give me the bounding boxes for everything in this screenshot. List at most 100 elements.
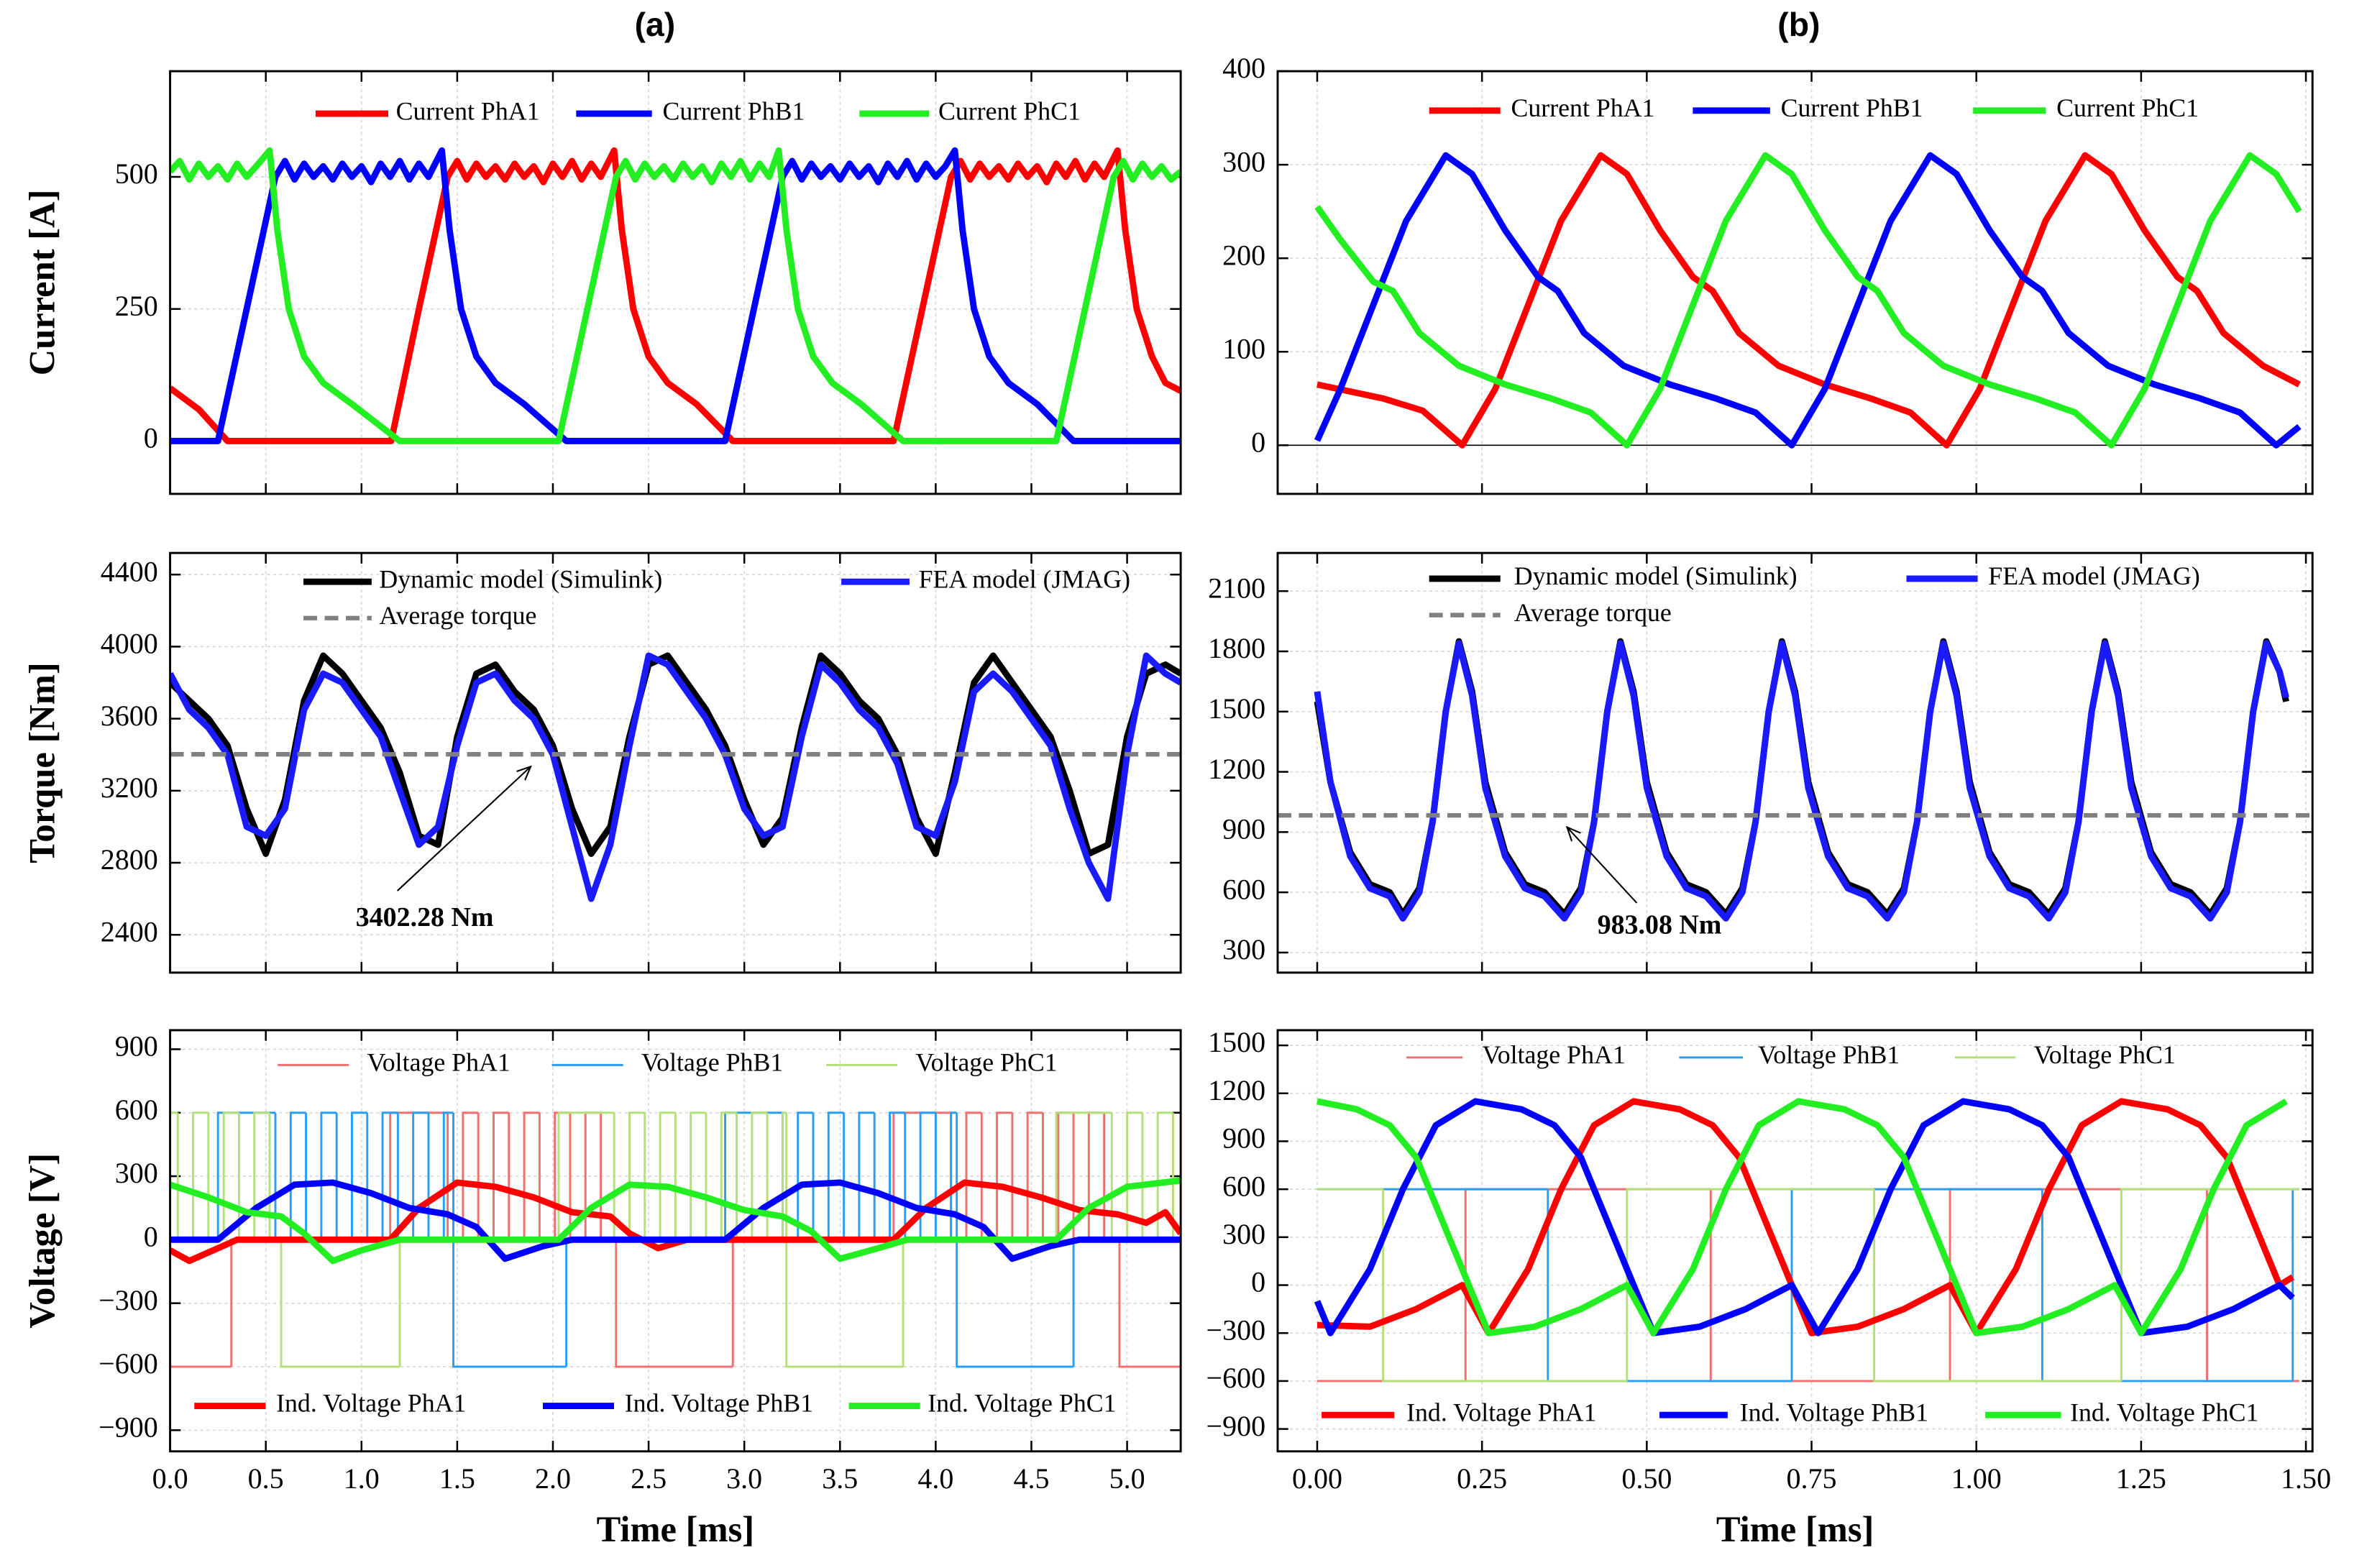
y-tick-label: 200 xyxy=(1222,239,1265,271)
y-tick-label: 2800 xyxy=(101,843,158,876)
step-segment xyxy=(628,1111,645,1240)
step-segment xyxy=(766,1112,783,1241)
y-tick-label: 300 xyxy=(1222,145,1265,178)
line-series xyxy=(170,1177,1181,1265)
plot-frame xyxy=(169,551,1182,974)
legend-label: Average torque xyxy=(379,601,536,630)
legend-label: Current PhB1 xyxy=(662,96,805,125)
legend-label: Voltage PhB1 xyxy=(641,1048,783,1077)
step-segment xyxy=(335,1112,352,1241)
plot-area xyxy=(1277,638,2313,922)
annotation-arrow xyxy=(396,766,531,891)
step-segment xyxy=(827,1111,844,1240)
legend-label: Current PhB1 xyxy=(1781,93,1923,122)
x-tick-label: 1.25 xyxy=(2116,1462,2166,1495)
line-series xyxy=(1316,1098,2295,1337)
legend-label: Voltage PhC1 xyxy=(915,1048,1057,1077)
y-tick-label: 250 xyxy=(115,290,158,322)
x-tick-label: 1.50 xyxy=(2281,1462,2331,1495)
step-segment xyxy=(1126,1111,1143,1240)
step-segment xyxy=(674,1112,691,1241)
legend-label: Current PhA1 xyxy=(396,96,540,125)
step-segment xyxy=(557,1111,615,1240)
annotation-arrow xyxy=(1567,827,1638,904)
step-segment xyxy=(192,1111,209,1240)
y-axis-label: Voltage [V] xyxy=(22,1153,62,1329)
y-tick-label: 1500 xyxy=(1208,692,1265,725)
step-segment xyxy=(523,1111,540,1240)
step-segment xyxy=(965,1111,982,1240)
step-segment xyxy=(412,1111,429,1240)
step-segment xyxy=(492,1111,509,1240)
y-tick-label: 2100 xyxy=(1208,572,1265,604)
legend-label: Ind. Voltage PhC1 xyxy=(928,1389,1116,1418)
step-segment xyxy=(615,1239,733,1368)
step-segment xyxy=(1118,1239,1181,1368)
line-series xyxy=(170,652,1181,857)
step-segment xyxy=(1156,1111,1173,1240)
y-tick-label: 3600 xyxy=(101,700,158,732)
legend-label: Ind. Voltage PhA1 xyxy=(276,1389,466,1418)
legend-label: Ind. Voltage PhC1 xyxy=(2070,1398,2258,1426)
y-tick-label: −900 xyxy=(1206,1410,1266,1442)
y-tick-label: 0 xyxy=(144,422,158,454)
plot-frame xyxy=(1276,1029,2314,1453)
step-segment xyxy=(1626,1188,1874,1381)
panels: 0 250 500 Current PhA1 Current PhB1 Current P… xyxy=(22,6,2331,1549)
plot-area xyxy=(170,652,1181,902)
line-series xyxy=(1314,152,2302,449)
step-segment xyxy=(1055,1111,1112,1240)
y-tick-label: 1800 xyxy=(1208,632,1265,664)
step-segment xyxy=(351,1111,367,1240)
annotation: 3402.28 Nm xyxy=(356,902,494,932)
y-tick-label: 1200 xyxy=(1208,1074,1265,1106)
panel-title: (a) xyxy=(635,6,676,43)
plot-area xyxy=(1314,152,2302,449)
y-tick-label: −900 xyxy=(99,1411,158,1443)
legend-label: Ind. Voltage PhB1 xyxy=(1740,1398,1928,1426)
step-segment xyxy=(442,1111,454,1240)
step-segment xyxy=(1873,1189,2122,1383)
step-segment xyxy=(659,1111,676,1240)
line-series xyxy=(170,652,1181,902)
x-tick-label: 3.0 xyxy=(726,1462,762,1495)
legend-label: Ind. Voltage PhB1 xyxy=(625,1389,813,1418)
y-tick-label: 4400 xyxy=(101,555,158,587)
x-tick-label: 2.0 xyxy=(535,1462,571,1495)
step-segment xyxy=(280,1239,400,1368)
line-series xyxy=(170,147,1181,444)
y-tick-label: 2400 xyxy=(101,915,158,948)
plot-frame xyxy=(1276,551,2314,974)
step-segment xyxy=(554,1111,570,1240)
plot-frame xyxy=(1276,70,2314,495)
line-series xyxy=(170,1179,1181,1262)
step-segment xyxy=(1382,1189,1627,1383)
legend-label: Dynamic model (Simulink) xyxy=(379,564,662,593)
step-segment xyxy=(452,1112,567,1368)
legend-label: Voltage PhC1 xyxy=(2034,1040,2176,1069)
y-tick-label: 0 xyxy=(1251,1266,1265,1298)
y-tick-label: 600 xyxy=(1222,873,1265,905)
legend-label: FEA model (JMAG) xyxy=(1988,561,2199,590)
y-tick-label: −300 xyxy=(1206,1313,1266,1346)
legend-label: Current PhA1 xyxy=(1511,93,1655,122)
step-segment xyxy=(720,1111,737,1240)
legend-label: Current PhC1 xyxy=(2056,93,2199,122)
y-tick-label: 4000 xyxy=(101,628,158,660)
y-tick-label: 900 xyxy=(115,1030,158,1063)
y-tick-label: 300 xyxy=(115,1157,158,1189)
y-tick-label: 600 xyxy=(115,1094,158,1126)
line-series xyxy=(1314,640,2289,922)
step-segment xyxy=(919,1111,936,1240)
step-segment xyxy=(253,1111,270,1240)
step-segment xyxy=(1026,1111,1043,1240)
step-segment xyxy=(1110,1112,1127,1241)
y-tick-label: 300 xyxy=(1222,933,1265,966)
y-tick-label: 500 xyxy=(115,157,158,190)
legend-label: Average torque xyxy=(1514,598,1672,627)
step-segment xyxy=(797,1111,814,1240)
legend-label: Voltage PhA1 xyxy=(1482,1040,1625,1069)
y-tick-label: 400 xyxy=(1222,52,1265,84)
legend-label: Voltage PhA1 xyxy=(367,1048,510,1077)
y-tick-label: 0 xyxy=(1251,426,1265,459)
